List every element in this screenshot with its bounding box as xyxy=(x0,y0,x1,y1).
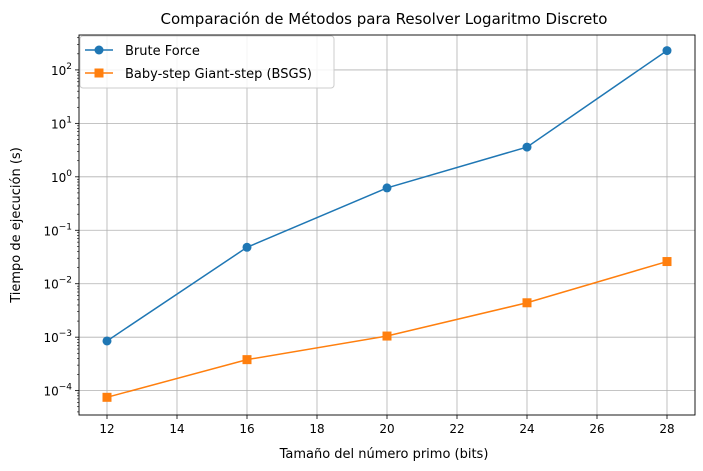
x-tick-label: 28 xyxy=(659,422,674,436)
x-tick-label: 26 xyxy=(589,422,604,436)
y-axis-label: Tiempo de ejecución (s) xyxy=(9,147,24,304)
y-tick-label: 102 xyxy=(51,62,72,78)
legend-marker-bsgs xyxy=(94,68,104,78)
chart-title: Comparación de Métodos para Resolver Log… xyxy=(161,10,608,28)
x-axis-ticks: 12 14 16 18 20 22 24 26 28 xyxy=(99,415,675,436)
plot-frame xyxy=(78,34,696,416)
data-point-0-0 xyxy=(102,336,112,346)
data-point-0-1 xyxy=(242,242,252,252)
x-axis-label: Tamaño del número primo (bits) xyxy=(279,447,489,462)
series-layer xyxy=(102,46,672,402)
x-tick-label: 16 xyxy=(239,422,254,436)
legend-label-bsgs: Baby-step Giant-step (BSGS) xyxy=(125,67,312,82)
x-tick-label: 22 xyxy=(449,422,464,436)
y-tick-label: 101 xyxy=(51,115,72,131)
data-point-1-1 xyxy=(242,355,252,365)
y-tick-label: 100 xyxy=(51,169,72,185)
y-tick-label: 10−2 xyxy=(43,276,72,292)
y-tick-label: 10−3 xyxy=(43,329,72,345)
legend-box xyxy=(79,35,335,89)
legend-label-brute-force: Brute Force xyxy=(125,44,200,59)
data-point-1-0 xyxy=(102,392,112,402)
x-tick-label: 18 xyxy=(309,422,324,436)
x-tick-label: 14 xyxy=(169,422,184,436)
data-point-0-4 xyxy=(662,46,672,56)
x-tick-label: 20 xyxy=(379,422,394,436)
y-axis-ticks: 10−4 10−3 10−2 10−1 100 101 102 xyxy=(43,37,79,413)
data-point-1-3 xyxy=(522,298,532,308)
data-point-1-4 xyxy=(662,257,672,267)
legend: Brute Force Baby-step Giant-step (BSGS) xyxy=(79,35,335,89)
data-point-0-2 xyxy=(382,183,392,193)
data-point-1-2 xyxy=(382,331,392,341)
y-tick-label: 10−1 xyxy=(43,222,72,238)
legend-marker-brute-force xyxy=(94,45,104,55)
y-tick-label: 10−4 xyxy=(43,383,72,399)
data-point-0-3 xyxy=(522,142,532,152)
x-tick-label: 12 xyxy=(99,422,114,436)
x-tick-label: 24 xyxy=(519,422,534,436)
